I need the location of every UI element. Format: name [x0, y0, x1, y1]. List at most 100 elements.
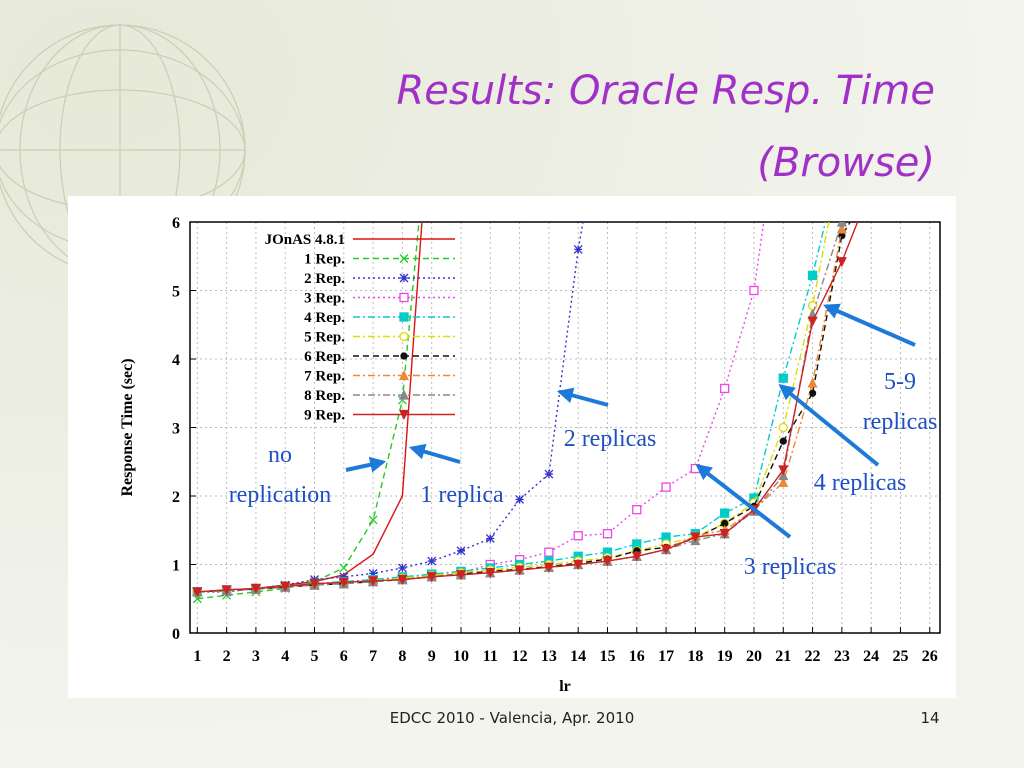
- point: [515, 494, 525, 504]
- x-tick-label: 7: [369, 648, 377, 665]
- chart-area: [68, 196, 956, 698]
- legend-marker: [399, 254, 409, 263]
- x-tick-label: 20: [746, 648, 762, 665]
- legend-label: 3 Rep.: [304, 291, 345, 307]
- annotation: 3 replicas: [744, 554, 837, 580]
- legend-marker: [399, 273, 409, 283]
- point: [720, 383, 730, 394]
- legend-label: 6 Rep.: [304, 349, 345, 365]
- point: [602, 556, 613, 567]
- point: [250, 583, 261, 594]
- point: [778, 422, 788, 433]
- x-tick-label: 8: [398, 648, 406, 665]
- series-line: [197, 222, 765, 593]
- point: [573, 559, 584, 570]
- x-tick-label: 14: [570, 648, 586, 665]
- point: [836, 223, 847, 234]
- point: [339, 563, 349, 573]
- x-tick-label: 19: [717, 648, 733, 665]
- point: [779, 437, 787, 445]
- x-tick-label: 2: [223, 648, 231, 665]
- legend-marker: [398, 370, 410, 381]
- legend-label: 8 Rep.: [304, 388, 345, 404]
- point: [661, 544, 672, 555]
- arrow: [823, 303, 916, 347]
- point: [338, 577, 349, 588]
- slide-title: (Browse): [757, 140, 935, 186]
- point: [807, 300, 818, 311]
- legend-marker: [398, 409, 410, 420]
- point: [836, 222, 847, 227]
- x-axis-label: lr: [559, 678, 571, 695]
- point: [602, 529, 613, 539]
- x-tick-label: 13: [541, 648, 557, 665]
- legend-label: 7 Rep.: [304, 369, 345, 385]
- x-tick-label: 23: [834, 648, 850, 665]
- arrow: [695, 464, 792, 539]
- legend-marker: [399, 292, 409, 303]
- point: [573, 531, 583, 541]
- legend-label: 4 Rep.: [304, 310, 345, 326]
- arrow: [556, 387, 609, 407]
- point: [485, 568, 496, 579]
- legend-label: JOnAS 4.8.1: [265, 232, 345, 248]
- footer: EDCC 2010 - Valencia, Apr. 2010: [390, 709, 634, 727]
- point: [778, 469, 789, 481]
- x-tick-label: 5: [311, 648, 319, 665]
- annotation: 1 replica: [420, 482, 504, 508]
- annotation: 5-9: [884, 369, 916, 395]
- point: [719, 529, 730, 540]
- point: [807, 377, 818, 388]
- x-tick-label: 9: [428, 648, 436, 665]
- x-tick-label: 18: [687, 648, 703, 665]
- x-tick-label: 3: [252, 648, 260, 665]
- point: [661, 482, 671, 492]
- y-tick-label: 0: [172, 626, 180, 643]
- point: [543, 562, 554, 573]
- point: [455, 570, 467, 581]
- series-layer: [192, 222, 859, 604]
- point: [690, 532, 701, 543]
- point: [368, 515, 378, 525]
- point: [544, 469, 554, 479]
- x-tick-label: 10: [453, 648, 469, 665]
- x-tick-label: 26: [922, 648, 938, 665]
- x-tick-label: 22: [805, 648, 821, 665]
- point: [368, 568, 378, 578]
- point: [808, 389, 817, 397]
- legend-marker: [398, 389, 410, 400]
- x-tick-label: 25: [892, 648, 908, 665]
- point: [807, 316, 818, 327]
- point: [514, 565, 525, 576]
- y-tick-label: 1: [172, 558, 180, 575]
- point: [749, 285, 759, 296]
- point: [632, 505, 642, 515]
- point: [778, 465, 789, 476]
- point: [427, 556, 437, 566]
- arrows: [345, 303, 916, 539]
- point: [309, 579, 320, 590]
- y-tick-label: 2: [172, 489, 180, 506]
- x-tick-label: 15: [599, 648, 615, 665]
- annotation: no: [268, 442, 292, 468]
- y-tick-label: 4: [172, 352, 180, 369]
- point: [807, 270, 818, 281]
- point: [397, 574, 408, 586]
- annotation: replication: [229, 482, 332, 508]
- point: [221, 585, 232, 596]
- point: [573, 244, 583, 254]
- annotation: replicas: [863, 409, 938, 435]
- x-tick-label: 1: [193, 648, 201, 665]
- y-tick-label: 6: [172, 215, 180, 232]
- y-tick-label: 5: [172, 284, 180, 301]
- annotation: 2 replicas: [564, 426, 657, 452]
- slide-title: Results: Oracle Resp. Time: [397, 68, 935, 114]
- point: [631, 551, 642, 562]
- point: [368, 576, 379, 587]
- legend-label: 1 Rep.: [304, 252, 345, 268]
- point: [426, 572, 437, 583]
- point: [339, 572, 349, 582]
- point: [720, 508, 730, 518]
- point: [397, 563, 407, 573]
